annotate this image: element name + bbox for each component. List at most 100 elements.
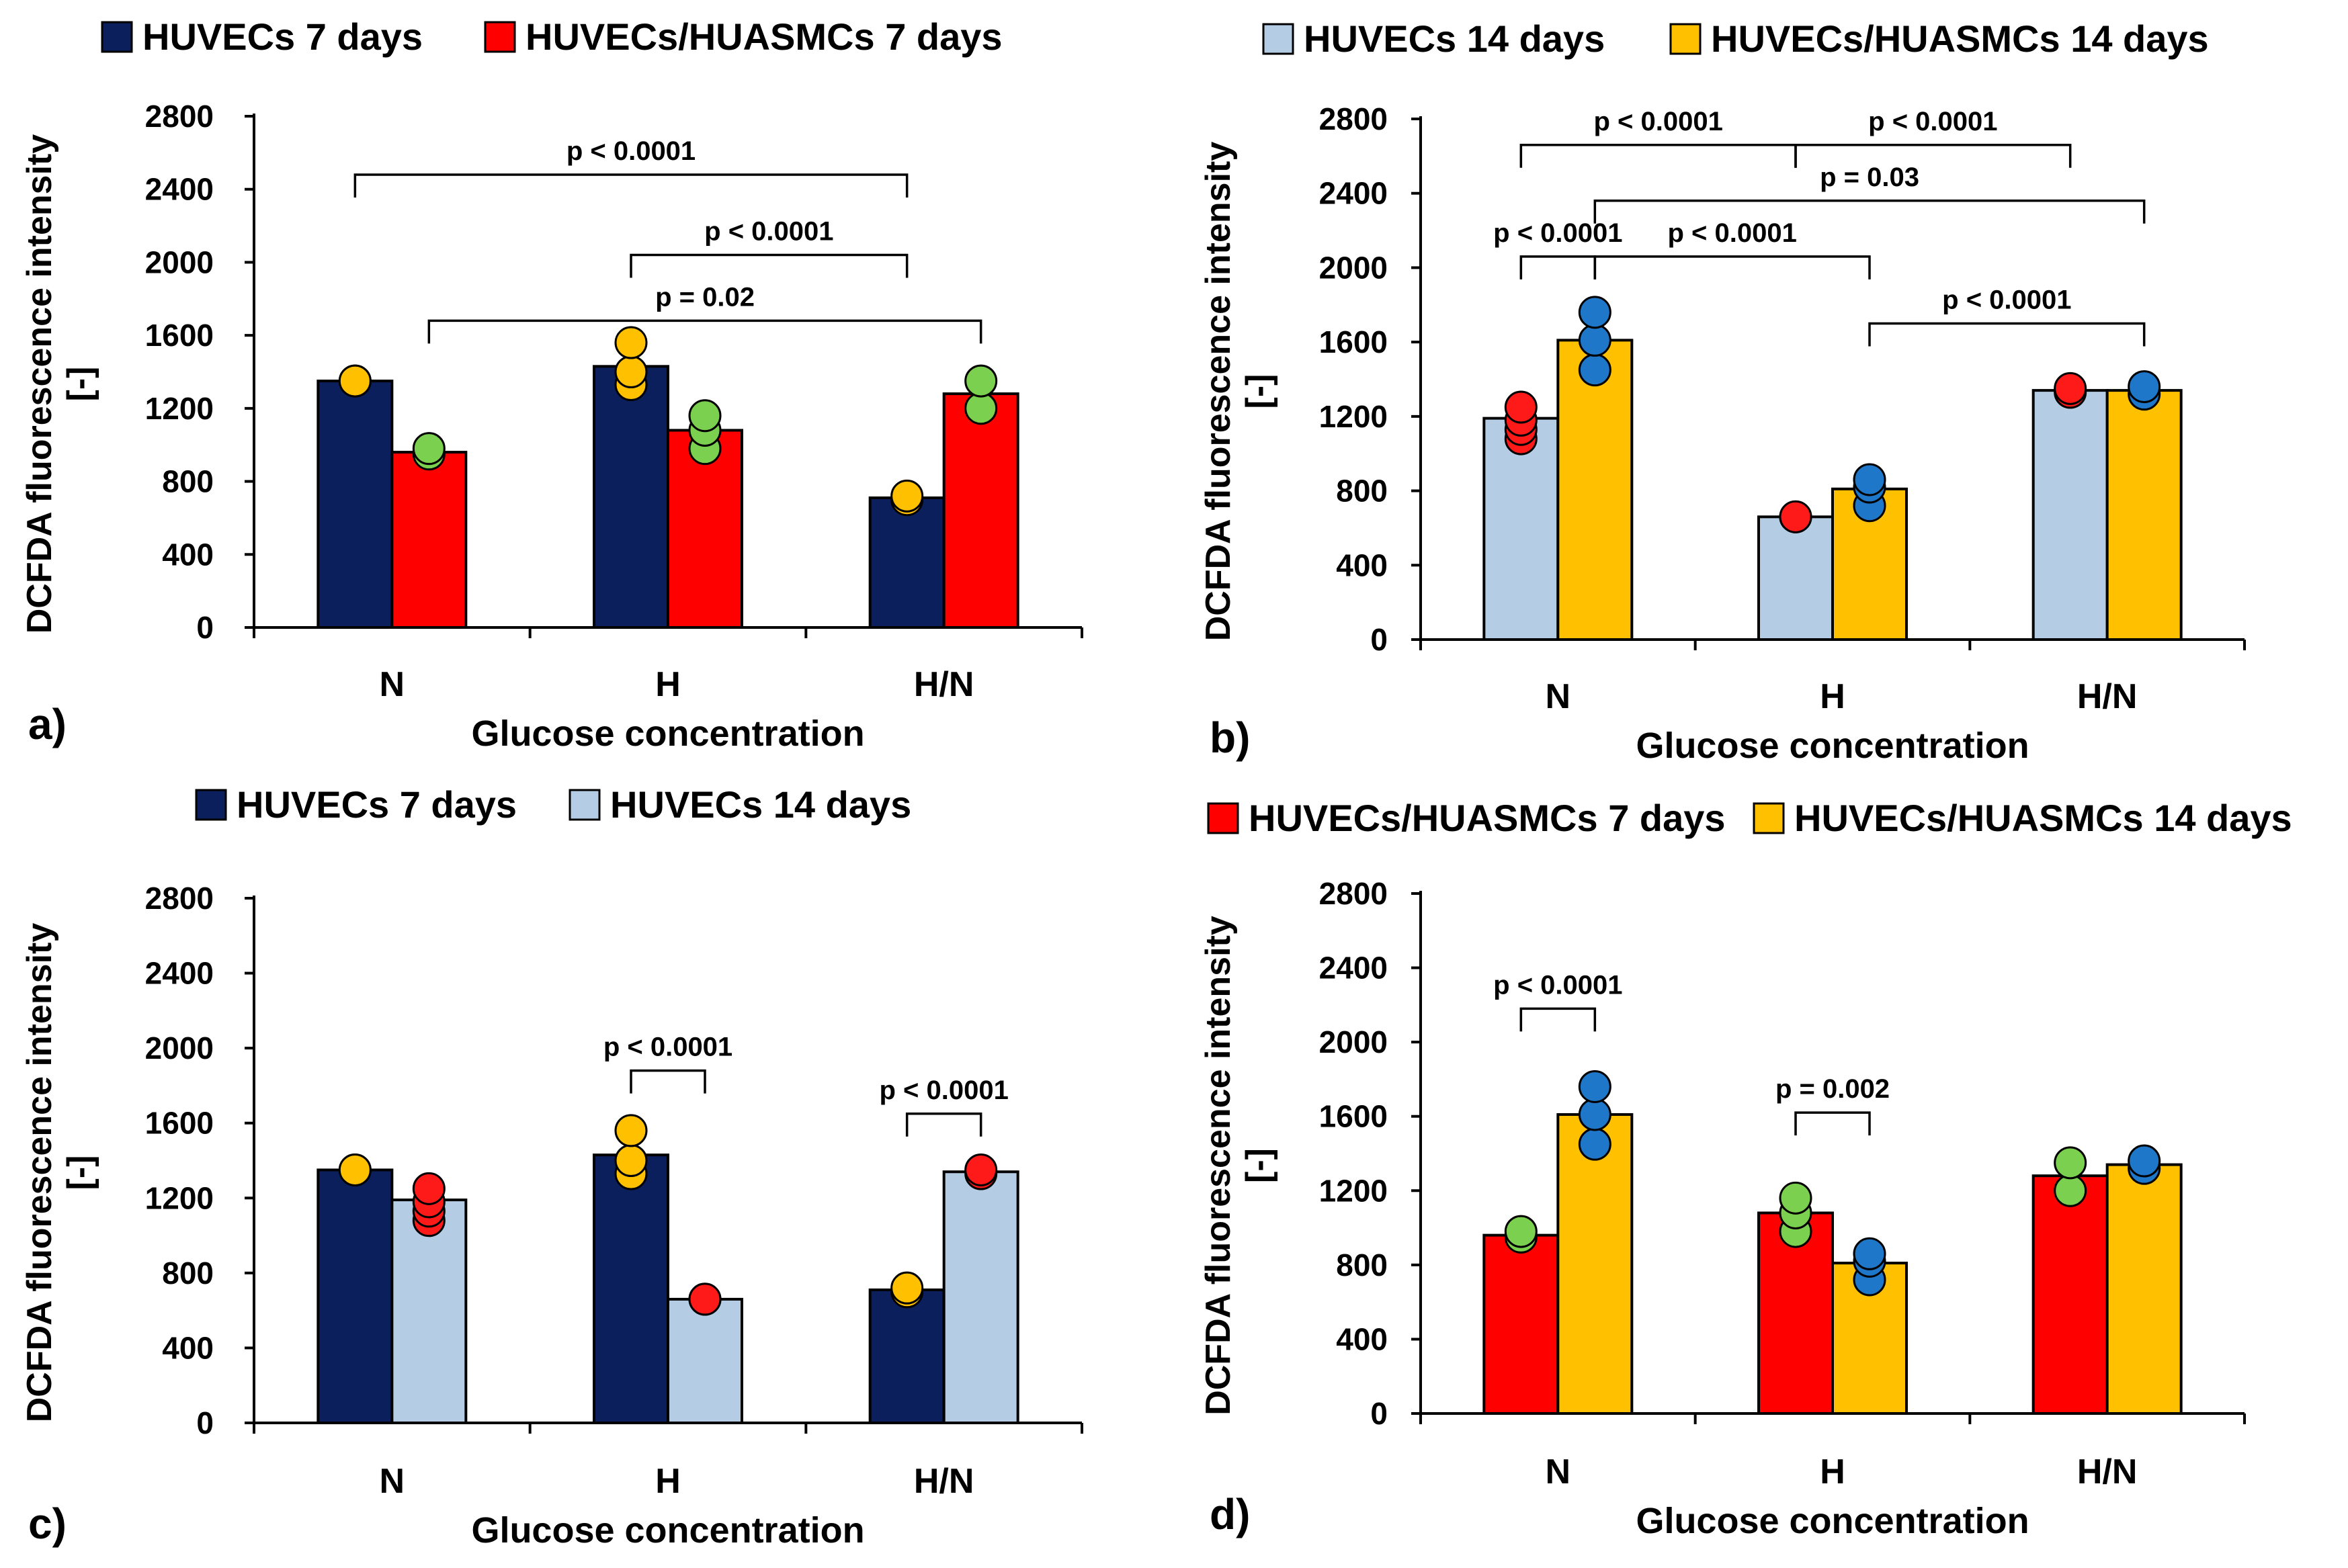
significance-bracket <box>1593 255 1871 279</box>
data-point <box>1578 1127 1611 1161</box>
bar-h-s0 <box>593 365 669 629</box>
p-value-label: p < 0.0001 <box>1493 970 1622 1000</box>
x-category-label: N <box>1546 677 1571 716</box>
y-tick-label: 1200 <box>1319 1173 1388 1208</box>
x-category-label: H <box>1820 677 1845 716</box>
significance-bracket <box>1794 144 2072 168</box>
y-tick-label: 800 <box>162 1256 214 1291</box>
y-tick-label: 2000 <box>1319 1025 1388 1059</box>
bar-h-s0 <box>593 1153 669 1425</box>
p-value-label: p < 0.0001 <box>567 136 696 166</box>
y-tick-label: 2400 <box>1319 951 1388 986</box>
y-tick-label: 0 <box>1370 622 1388 657</box>
panel-label: b) <box>1210 713 1250 762</box>
significance-bracket <box>1519 255 1597 279</box>
y-tick-label: 2000 <box>145 1031 214 1065</box>
y-tick-label: 1600 <box>1319 324 1388 359</box>
data-point <box>1853 1237 1886 1270</box>
y-axis-title: DCFDA fluorescence intensity <box>20 134 59 634</box>
data-point <box>964 1153 998 1186</box>
legend-label: HUVECs/HUASMCs 14 days <box>1711 17 2209 60</box>
legend-swatch <box>1669 23 1702 55</box>
bar-h-n-s1 <box>942 392 1019 629</box>
p-value-label: p < 0.0001 <box>704 217 833 247</box>
significance-bracket <box>1868 322 2146 347</box>
y-axis-title: DCFDA fluorescence intensity <box>20 923 59 1423</box>
panel-d: HUVECs/HUASMCs 7 days HUVECs/HUASMCs 14 d… <box>1199 797 2292 1541</box>
p-value-label: p < 0.0001 <box>1493 218 1622 248</box>
y-tick-label: 800 <box>162 464 214 499</box>
data-point <box>964 392 998 425</box>
data-point <box>614 1144 648 1177</box>
bar-n-s0 <box>317 1168 394 1424</box>
x-axis-title: Glucose concentration <box>471 713 864 754</box>
panel-label: a) <box>28 700 67 748</box>
significance-bracket <box>630 1069 706 1094</box>
bar-h-n-s1 <box>2105 389 2183 641</box>
legend-swatch <box>101 21 133 53</box>
y-tick-label: 1600 <box>145 1106 214 1141</box>
significance-bracket <box>1519 144 1797 168</box>
y-tick-label: 400 <box>162 537 214 572</box>
significance-bracket <box>1593 200 2146 224</box>
p-value-label: p < 0.0001 <box>879 1076 1008 1105</box>
data-point <box>2054 1174 2087 1207</box>
p-value-label: p = 0.002 <box>1775 1074 1890 1104</box>
significance-bracket <box>1519 1007 1597 1032</box>
bar-h-n-s0 <box>2031 389 2109 641</box>
panel-label: c) <box>28 1499 67 1548</box>
y-tick-label: 1200 <box>145 1180 214 1215</box>
data-point <box>614 326 648 359</box>
panel-c: HUVECs 7 days HUVECs 14 days 0 400 800 1200 16… <box>20 783 1083 1551</box>
y-tick-label: 0 <box>196 610 214 645</box>
p-value-label: p = 0.02 <box>655 282 755 312</box>
legend-label: HUVECs/HUASMCs 7 days <box>526 15 1003 58</box>
bar-h-n-s1 <box>2105 1163 2183 1415</box>
y-tick-label: 800 <box>1336 474 1388 509</box>
legend-label: HUVECs/HUASMCs 14 days <box>1794 797 2292 839</box>
data-point <box>1853 463 1886 496</box>
legend-swatch <box>1753 802 1785 834</box>
x-category-label: H/N <box>914 1462 974 1501</box>
y-tick-label: 1200 <box>1319 399 1388 434</box>
data-point <box>890 479 924 513</box>
data-point <box>2128 1144 2161 1178</box>
y-tick-label: 2400 <box>145 956 214 991</box>
bar-h-n-s0 <box>868 496 946 629</box>
y-axis-unit: [-] <box>1239 374 1278 409</box>
data-point <box>964 364 998 398</box>
bar-n-s1 <box>1556 339 1634 641</box>
bar-h-n-s1 <box>942 1170 1019 1424</box>
y-axis-unit: [-] <box>60 367 99 402</box>
y-tick-label: 2400 <box>1319 176 1388 211</box>
legend-label: HUVECs 7 days <box>142 15 423 58</box>
data-point <box>1779 1181 1812 1215</box>
y-axis-title: DCFDA fluorescence intensity <box>1199 916 1238 1415</box>
p-value-label: p < 0.0001 <box>1593 107 1722 136</box>
y-axis-title: DCFDA fluorescence intensity <box>1199 142 1238 642</box>
data-point <box>1504 390 1538 424</box>
data-point <box>338 1153 372 1186</box>
data-point <box>2054 372 2087 405</box>
bar-n-s0 <box>317 380 394 629</box>
legend-label: HUVECs 14 days <box>1304 17 1605 60</box>
data-point <box>1779 500 1812 533</box>
legend-swatch <box>1262 23 1294 55</box>
p-value-label: p < 0.0001 <box>603 1033 732 1062</box>
y-tick-label: 800 <box>1336 1248 1388 1282</box>
y-axis-unit: [-] <box>1239 1148 1278 1183</box>
legend-swatch <box>569 789 601 821</box>
legend-label: HUVECs/HUASMCs 7 days <box>1249 797 1726 839</box>
x-category-label: H <box>1820 1452 1845 1491</box>
y-tick-label: 2400 <box>145 172 214 207</box>
significance-bracket <box>427 319 982 344</box>
legend-label: HUVECs 7 days <box>237 783 517 826</box>
significance-bracket <box>1794 1111 1871 1136</box>
y-tick-label: 400 <box>1336 1321 1388 1356</box>
x-axis-title: Glucose concentration <box>1636 1501 2029 1541</box>
bar-h-n-s0 <box>2031 1174 2109 1415</box>
p-value-label: p < 0.0001 <box>1868 107 1997 136</box>
data-point <box>1578 353 1611 387</box>
x-category-label: H <box>655 1462 681 1501</box>
